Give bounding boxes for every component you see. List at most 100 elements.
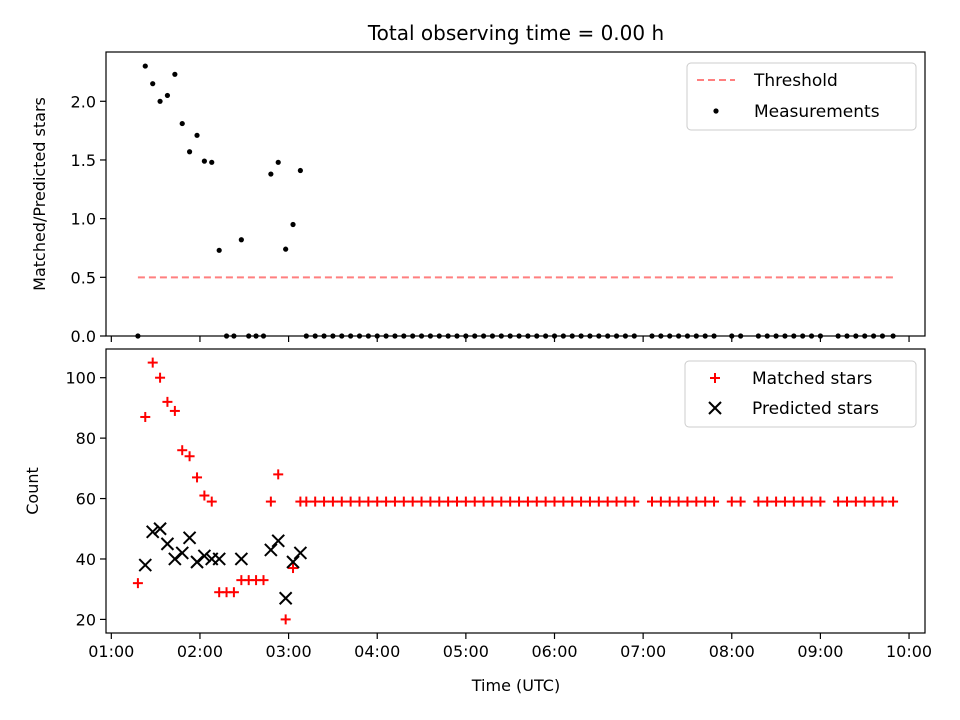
x-tick-label: 10:00 [886,642,932,661]
matched-star-point [258,575,269,586]
measurement-point [870,333,877,339]
matched-star-point [691,496,702,507]
measurement-point [729,333,735,339]
matched-star-point [478,496,489,507]
measurement-point [498,333,504,339]
measurement-point [223,333,230,339]
measurement-point [231,333,237,339]
top-panel-y-axis-label: Matched/Predicted stars [30,97,49,291]
matched-star-point [558,496,569,507]
top-panel: 0.00.51.01.52.0 Matched/Predicted stars … [30,51,926,346]
matched-star-point [753,496,764,507]
measurement-point [186,149,193,155]
y-tick-label: 100 [65,369,96,388]
matched-star-point [567,496,578,507]
x-tick-label: 03:00 [266,642,312,661]
y-tick-label: 40 [76,550,96,569]
matched-star-point [522,496,533,507]
measurement-point [142,63,148,69]
matched-star-point [487,496,498,507]
predicted-star-point [153,522,167,536]
measurement-point [268,171,274,177]
measurement-point [543,333,549,339]
top-legend-frame [686,62,917,131]
measurement-point [587,333,593,339]
matched-star-point [514,496,525,507]
legend-predicted-label: Predicted stars [752,399,879,419]
chart-title: Total observing time = 0.00 h [367,21,664,45]
matched-star-point [496,496,507,507]
top-panel-frame [105,51,926,337]
matched-star-point [162,396,173,407]
matched-star-point [407,496,418,507]
predicted-star-point [234,552,249,566]
measurement-point [356,333,363,339]
bottom-panel-frame [105,348,926,634]
matched-star-point [888,496,899,507]
matched-star-point [602,496,613,507]
matched-star-point [177,445,188,456]
matched-star-point [273,469,284,480]
measurement-point [275,159,281,165]
matched-star-point [620,496,631,507]
matched-star-point [389,496,400,507]
matched-star-point [629,496,640,507]
measurement-point [711,333,717,339]
measurement-point [649,333,655,339]
measurement-point [835,333,841,339]
matched-star-point [140,411,151,422]
top-panel-legend: Threshold Measurements [686,62,917,131]
x-tick-label: 04:00 [354,642,400,661]
matched-star-point [531,496,542,507]
measurement-point [569,333,575,339]
measurement-point [374,333,380,339]
measurement-point [516,333,522,339]
matched-star-point [398,496,409,507]
matched-star-point [310,496,321,507]
measurement-point [312,333,318,339]
measurement-point [454,333,460,339]
matched-star-point [576,496,587,507]
matched-star-point [709,496,720,507]
predicted-star-point [160,537,175,551]
y-tick-label: 80 [76,429,96,448]
measurement-point [201,158,207,164]
bottom-panel-marks [132,357,899,625]
bottom-panel-legend: Matched stars Predicted stars [684,360,917,428]
predicted-star-point [197,549,212,563]
measurement-point [297,167,303,174]
measurement-point [817,333,824,339]
matched-star-point [327,496,338,507]
matched-star-point [842,496,852,507]
measurement-point [339,333,345,339]
measurement-point [755,333,761,339]
measurement-point [150,81,156,87]
measurement-point [283,246,289,252]
measurement-point [209,159,215,165]
matched-star-point [877,496,888,507]
matched-star-point [726,496,737,507]
legend-matched-label: Matched stars [752,369,872,389]
measurement-point [164,92,171,99]
matched-star-point [797,496,808,507]
measurement-point [246,333,252,339]
matched-star-point [673,496,684,507]
measurement-point [392,333,398,339]
measurement-point [194,132,200,138]
matched-star-point [647,496,657,507]
legend-threshold-label: Threshold [753,71,838,91]
matched-star-point [611,496,622,507]
measurement-point [613,333,620,339]
matched-star-point [682,496,693,507]
measurement-point [684,333,691,339]
matched-star-point [806,496,817,507]
measurement-point [525,333,531,339]
measurement-point [303,333,309,339]
predicted-star-point [264,543,278,557]
measurement-point [605,333,611,339]
measurement-point [135,333,141,339]
matched-star-point [425,496,436,507]
predicted-star-point [286,555,300,569]
matched-star-point [319,496,330,507]
measurement-point [702,333,708,339]
